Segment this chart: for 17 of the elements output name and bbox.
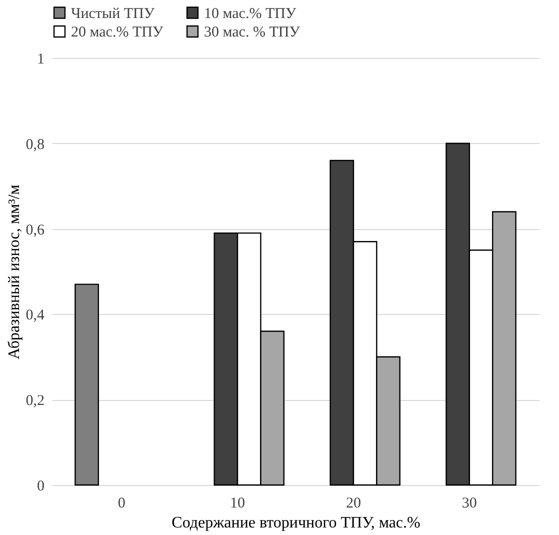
y-axis-title: Абразивный износ, мм³/м (6, 184, 23, 360)
x-tick-label: 10 (230, 496, 246, 512)
x-tick-label: 0 (118, 496, 126, 512)
x-tick-label: 20 (346, 496, 361, 512)
x-axis-title: Содержание вторичного ТПУ, мас.% (172, 514, 420, 532)
legend-label: Чистый ТПУ (71, 6, 155, 22)
y-tick-label: 0,6 (26, 222, 45, 238)
y-tick-label: 0,4 (26, 308, 45, 324)
x-tick-label: 30 (462, 496, 477, 512)
legend-label: 20 мас.% ТПУ (71, 24, 164, 40)
legend-label: 10 мас.% ТПУ (204, 6, 296, 22)
y-tick-label: 1 (37, 52, 44, 68)
y-tick-label: 0 (37, 478, 44, 494)
y-tick-label: 0,8 (26, 136, 44, 153)
legend-label: 30 мас. % ТПУ (204, 24, 300, 40)
y-tick-label: 0,2 (26, 393, 44, 410)
bar (74, 284, 99, 486)
